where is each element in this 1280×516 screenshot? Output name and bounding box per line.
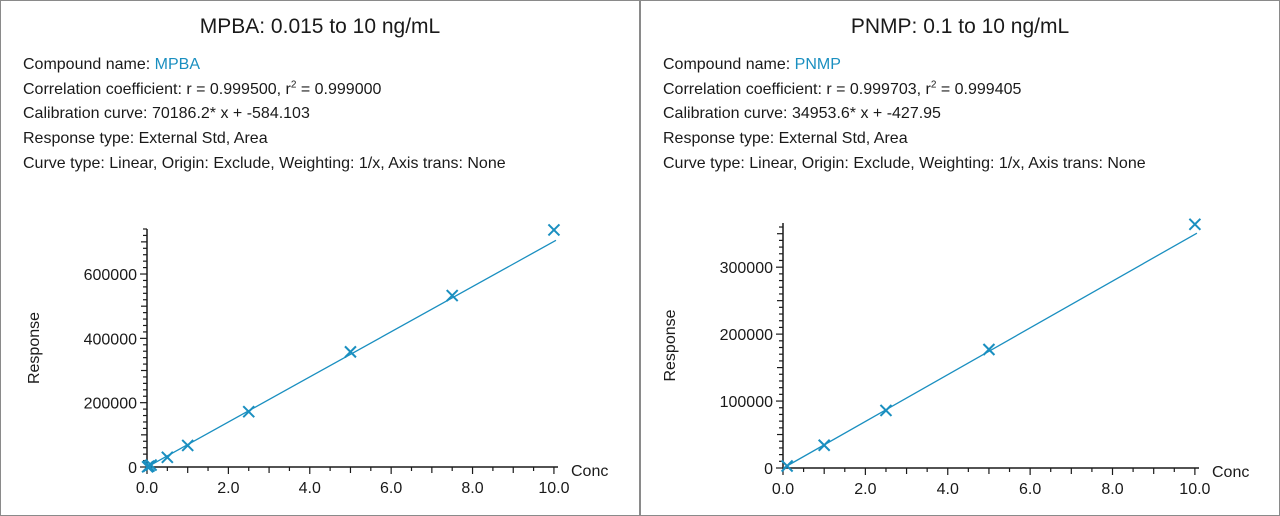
compound-line: Compound name: MPBA: [23, 53, 506, 78]
point-marker-stroke: [982, 343, 996, 356]
x-tick-label: 10.0: [538, 480, 569, 497]
data-point: [982, 343, 996, 356]
y-tick-label: 0: [764, 461, 773, 478]
data-point: [780, 459, 794, 473]
y-axis-label: Response: [26, 312, 43, 384]
calibration-line: Calibration curve: 70186.2* x + -584.103: [23, 105, 310, 123]
point-marker-stroke: [547, 223, 561, 237]
point-marker-stroke: [161, 451, 174, 464]
x-axis-label: Conc: [571, 463, 608, 480]
y-tick-label: 400000: [84, 331, 137, 348]
correlation-line: Correlation coefficient: r = 0.999500, r…: [23, 78, 506, 103]
chart-title: MPBA: 0.015 to 10 ng/mL: [199, 15, 441, 38]
data-point: [547, 223, 561, 237]
compound-name: MPBA: [154, 56, 200, 73]
y-tick-label: 200000: [720, 327, 773, 344]
x-tick-label: 8.0: [461, 480, 483, 497]
point-marker-stroke: [780, 459, 794, 473]
point-marker-stroke: [879, 404, 893, 417]
data-point: [817, 439, 831, 452]
r-squared-value: = 0.999405: [936, 80, 1022, 98]
x-tick-label: 6.0: [1019, 481, 1041, 498]
point-marker-stroke: [1188, 218, 1202, 231]
info-block: Compound name: PNMP Correlation coeffici…: [663, 53, 1146, 177]
chart-title: PNMP: 0.1 to 10 ng/mL: [850, 15, 1070, 38]
y-tick-label: 300000: [720, 260, 773, 277]
info-block: Compound name: MPBA Correlation coeffici…: [23, 53, 506, 177]
x-tick-label: 8.0: [1101, 481, 1123, 498]
x-tick-label: 4.0: [937, 481, 959, 498]
data-point: [1188, 218, 1202, 231]
point-marker-stroke: [445, 289, 459, 302]
response-type-line: Response type: External Std, Area: [663, 130, 908, 148]
point-marker-stroke: [344, 345, 357, 359]
data-point: [242, 405, 255, 418]
y-tick-label: 0: [128, 460, 137, 477]
response-type-line: Response type: External Std, Area: [23, 130, 268, 148]
point-marker-stroke: [181, 439, 194, 452]
y-tick-label: 600000: [84, 267, 137, 284]
data-point: [344, 345, 357, 359]
point-marker-stroke: [817, 439, 831, 452]
x-tick-label: 10.0: [1179, 481, 1210, 498]
x-tick-label: 2.0: [854, 481, 876, 498]
data-point: [879, 404, 893, 417]
r-squared-value: = 0.999000: [296, 80, 382, 98]
data-point: [181, 439, 194, 452]
data-point: [161, 451, 174, 464]
compound-label: Compound name:: [663, 56, 795, 73]
superscript: 2: [930, 79, 937, 91]
x-tick-label: 2.0: [217, 480, 239, 497]
data-point: [445, 289, 459, 302]
x-tick-label: 0.0: [136, 480, 158, 497]
x-tick-label: 0.0: [772, 481, 794, 498]
compound-line: Compound name: PNMP: [663, 53, 1146, 78]
point-marker-stroke: [144, 458, 158, 472]
calibration-plot: 0.0 2.0 4.0 6.0 8.0 10.0 0 200000 400000 600000 Co…: [26, 223, 608, 497]
calibration-line: Calibration curve: 34953.6* x + -427.95: [663, 105, 941, 123]
y-tick-label: 200000: [84, 396, 137, 413]
x-tick-label: 6.0: [380, 480, 402, 497]
correlation-text: Correlation coefficient: r = 0.999703, r: [663, 80, 931, 98]
data-point: [144, 458, 158, 472]
x-axis-label: Conc: [1212, 464, 1249, 481]
compound-label: Compound name:: [23, 56, 155, 73]
curve-type-line: Curve type: Linear, Origin: Exclude, Wei…: [23, 154, 506, 172]
calibration-plot: 0.0 2.0 4.0 6.0 8.0 10.0 0 100000 200000 300000 Co…: [662, 218, 1249, 498]
curve-type-line: Curve type: Linear, Origin: Exclude, Wei…: [663, 154, 1146, 172]
x-tick-label: 4.0: [299, 480, 321, 497]
y-axis-label: Response: [662, 309, 679, 381]
correlation-line: Correlation coefficient: r = 0.999703, r…: [663, 78, 1146, 103]
mpba-panel: MPBA: 0.015 to 10 ng/mL Compound name: M…: [0, 0, 640, 516]
y-tick-label: 100000: [720, 394, 773, 411]
point-marker-stroke: [242, 405, 255, 418]
compound-name: PNMP: [794, 56, 841, 73]
correlation-text: Correlation coefficient: r = 0.999500, r: [23, 80, 291, 98]
superscript: 2: [290, 79, 297, 91]
pnmp-panel: PNMP: 0.1 to 10 ng/mL Compound name: PNM…: [640, 0, 1280, 516]
